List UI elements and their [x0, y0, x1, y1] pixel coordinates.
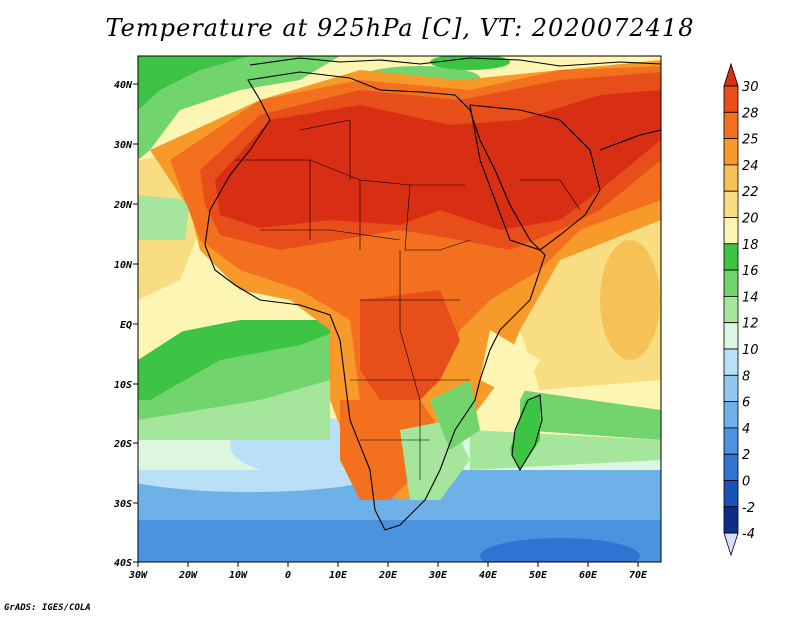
coast-africa	[204, 71, 546, 531]
field-black-sea	[430, 56, 510, 70]
lon-tick-label: 60E	[579, 570, 598, 581]
lon-tick-label: 40E	[479, 570, 498, 581]
temperature-field	[138, 56, 661, 562]
field-arabia-east	[600, 240, 660, 360]
lat-axis: 40N 30N 20N 10N EQ 10S 20S 30S 40S	[113, 80, 138, 569]
lon-tick-label: 10W	[229, 570, 248, 581]
coast-europe	[249, 57, 661, 67]
borders	[235, 119, 581, 480]
lat-tick-label: EQ	[120, 320, 132, 331]
lon-tick-label: 20W	[178, 570, 198, 581]
colorbar-segment	[723, 480, 739, 508]
field-madagascar	[510, 395, 540, 470]
colorbar-label: -2	[742, 501, 755, 516]
colorbar-label: 16	[742, 264, 759, 279]
colorbar-label: 25	[742, 133, 759, 148]
lon-tick-label: 20E	[378, 570, 398, 581]
field-north-palegreen	[138, 56, 250, 110]
colorbar-label: 4	[742, 422, 750, 437]
lon-tick-label: 70E	[629, 570, 648, 581]
lon-tick-label: 10E	[329, 570, 348, 581]
lat-tick-label: 30S	[113, 499, 132, 510]
grads-credit: GrADS: IGES/COLA	[4, 603, 91, 613]
lat-tick-label: 30N	[113, 140, 133, 151]
map-title: Temperature at 925hPa [C], VT: 202007241…	[105, 14, 695, 42]
lat-tick-label: 10N	[114, 260, 133, 271]
colorbar-label: 12	[742, 317, 759, 332]
colorbar-segment	[723, 453, 739, 481]
lat-tick-label: 40N	[114, 80, 133, 91]
colorbar-label: 8	[742, 369, 750, 384]
colorbar-top-arrow	[723, 62, 739, 87]
colorbar-label: -4	[742, 527, 755, 542]
colorbar-segment	[723, 164, 739, 192]
colorbar-label: 10	[742, 343, 759, 358]
field-indian-green	[520, 390, 661, 440]
field-canary-palegreen	[138, 195, 190, 240]
colorbar-segment	[723, 243, 739, 271]
colorbar-segment	[723, 506, 739, 534]
coast-arabia	[469, 104, 601, 251]
colorbar-label: 24	[742, 159, 759, 174]
lon-tick-label: 0	[285, 570, 291, 581]
lon-tick-label: 30E	[428, 570, 448, 581]
colorbar-segment	[723, 111, 739, 140]
lon-axis: 30W 20W 10W 0 10E 20E 30E 40E 50E 60E 70…	[128, 562, 648, 581]
colorbar-segment	[723, 401, 739, 429]
colorbar-segment	[723, 269, 739, 297]
lat-tick-label: 20N	[113, 200, 133, 211]
colorbar-segment	[723, 295, 739, 324]
colorbar-segment	[723, 427, 739, 455]
colorbar-segment	[723, 322, 739, 350]
lat-tick-label: 40S	[114, 558, 132, 569]
colorbar-segment	[723, 138, 739, 166]
colorbar-label: 18	[742, 238, 759, 253]
colorbar-label: 14	[742, 290, 759, 305]
field-mozambique-green	[430, 380, 480, 450]
colorbar-segment	[723, 374, 739, 402]
lat-tick-label: 20S	[113, 439, 132, 450]
lon-tick-label: 50E	[529, 570, 548, 581]
colorbar-label: 20	[742, 212, 759, 227]
field-east-africa-coast	[480, 330, 540, 400]
field-south-darkest	[480, 538, 640, 562]
colorbar-label: 22	[742, 185, 759, 200]
colorbar-label: 0	[742, 475, 750, 490]
colorbar-bottom-arrow	[723, 532, 739, 557]
coast-asia	[599, 129, 661, 151]
field-atlantic-darkgreen	[138, 300, 340, 400]
colorbar-label: 30	[742, 80, 759, 95]
colorbar-segment	[723, 190, 739, 218]
map-frame	[137, 55, 662, 563]
lat-tick-label: 10S	[114, 380, 132, 391]
colorbar-label: 6	[742, 396, 750, 411]
colorbar-label: 28	[742, 106, 759, 121]
coastlines	[204, 57, 661, 531]
colorbar-segment	[723, 217, 739, 245]
field-north-green	[138, 56, 340, 160]
coast-madagascar	[511, 394, 543, 472]
colorbar-segment	[723, 348, 739, 376]
lon-tick-label: 30W	[128, 570, 148, 581]
colorbar-label: 2	[742, 448, 750, 463]
colorbar-segment	[723, 85, 739, 113]
